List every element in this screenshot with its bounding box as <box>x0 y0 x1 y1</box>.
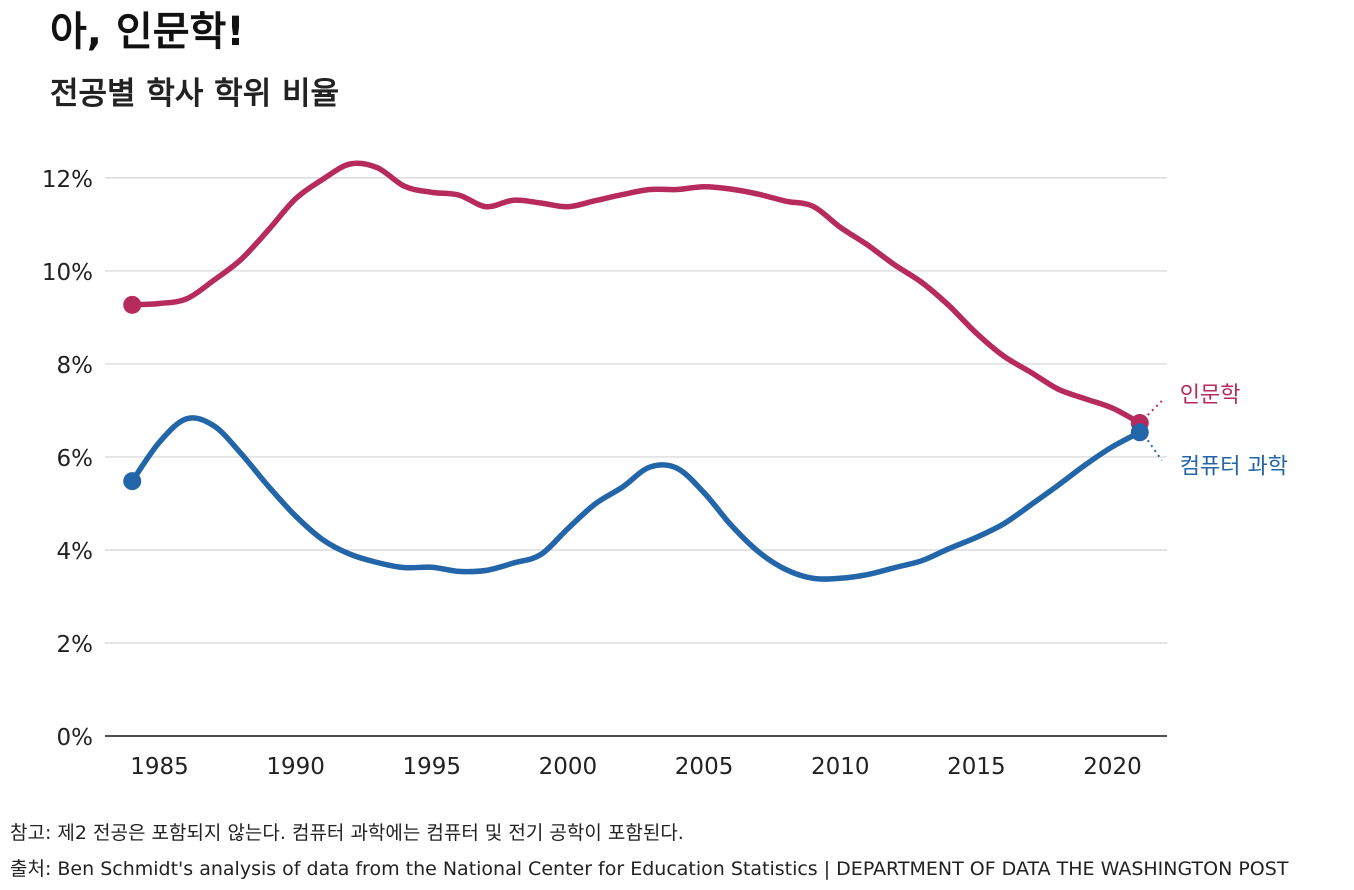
gridlines <box>105 177 1167 737</box>
y-tick-label: 4% <box>57 539 94 565</box>
x-tick-label: 2010 <box>811 754 870 780</box>
chart-title: 아, 인문학! <box>50 9 245 55</box>
x-tick-label: 1985 <box>130 754 189 780</box>
x-tick-label: 2020 <box>1083 754 1142 780</box>
y-tick-label: 6% <box>57 446 94 472</box>
y-tick-label: 8% <box>57 353 94 379</box>
y-tick-label: 0% <box>57 725 94 751</box>
chart-note: 참고: 제2 전공은 포함되지 않는다. 컴퓨터 과학에는 컴퓨터 및 전기 공… <box>10 822 684 844</box>
x-tick-label: 1995 <box>402 754 461 780</box>
y-tick-label: 10% <box>42 260 93 286</box>
x-tick-label: 2005 <box>675 754 734 780</box>
y-axis-ticks: 0% 2% 4% 6% 8% 10% 12% <box>42 167 93 751</box>
series-start-point <box>123 472 142 491</box>
chart-source: 출처: Ben Schmidt's analysis of data from … <box>10 858 1289 880</box>
x-tick-label: 2015 <box>947 754 1006 780</box>
y-tick-label: 2% <box>57 632 94 658</box>
series-line-2 <box>129 415 1143 582</box>
chart-subtitle: 전공별 학사 학위 비율 <box>50 76 340 112</box>
series-lines <box>123 160 1149 582</box>
series-start-point <box>123 295 142 314</box>
series-line-1 <box>129 160 1143 426</box>
label-leader-line <box>1147 400 1163 416</box>
line-chart: 0% 2% 4% 6% 8% 10% 12% 1985 1990 1995 2000 2005 201… <box>42 160 1288 780</box>
x-tick-label: 1990 <box>266 754 325 780</box>
series-end-point <box>1130 423 1149 442</box>
series-label: 인문학 <box>1180 383 1241 408</box>
x-tick-label: 2000 <box>539 754 598 780</box>
y-tick-label: 12% <box>42 167 93 193</box>
series-label: 컴퓨터 과학 <box>1180 454 1288 479</box>
x-axis-ticks: 1985 1990 1995 2000 2005 2010 2015 2020 <box>130 754 1142 780</box>
label-leader-line <box>1146 439 1163 461</box>
